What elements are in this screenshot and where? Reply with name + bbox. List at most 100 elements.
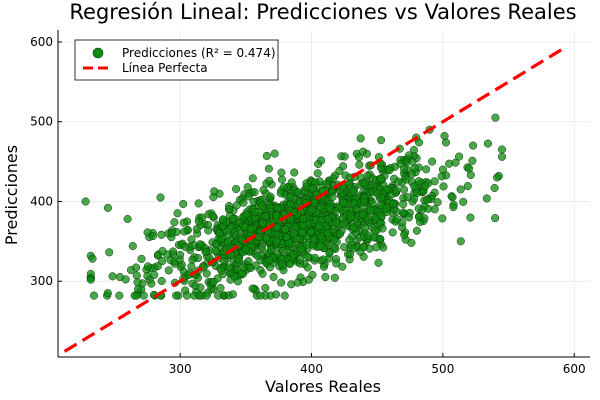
scatter-point [244,192,253,201]
scatter-point [228,290,237,299]
scatter-point [115,272,124,282]
scatter-point [382,203,391,212]
scatter-point [210,187,219,196]
scatter-point [404,213,414,222]
scatter-point [448,193,457,202]
scatter-point [204,226,213,235]
scatter-point [258,202,267,211]
scatter-point [323,229,332,238]
scatter-point [469,141,478,150]
scatter-point [360,179,369,188]
ticks: 300 400 500 600 300 400 500 600 [30,35,586,376]
scatter-point [103,203,112,212]
scatter-point [385,166,394,175]
scatter-point [81,197,90,206]
scatter-point [449,203,458,212]
scatter-point [332,218,341,227]
scatter-point [172,291,181,300]
scatter-point [167,228,176,238]
scatter-point [156,193,165,202]
scatter-point [321,272,330,282]
scatter-point [315,222,324,231]
scatter-point [277,175,287,184]
scatter-point [349,223,358,232]
scatter-point [309,236,318,245]
scatter-point [280,291,289,300]
scatter-point [402,175,411,184]
scatter-point [143,271,152,281]
scatter-point [317,156,326,165]
scatter-point [308,270,317,279]
scatter-point [216,283,225,293]
scatter-point [409,146,419,155]
scatter-point [253,251,262,261]
scatter-point [325,249,334,258]
scatter-point [133,278,142,287]
scatter-point [340,243,349,252]
scatter-point [338,198,348,207]
scatter-point [277,259,286,269]
scatter-point [331,207,340,216]
scatter-point [428,157,437,166]
scatter-point [377,136,386,145]
scatter-point [497,152,507,161]
scatter-point [299,214,308,223]
scatter-point [290,168,299,177]
scatter-point [232,184,241,194]
legend-marker-predicciones [92,47,104,59]
scatter-point [404,151,413,160]
scatter-point [244,257,253,266]
scatter-point [282,232,291,242]
scatter-point [388,199,398,208]
scatter-point [388,228,397,237]
scatter-point [355,160,364,169]
scatter-point [229,214,238,223]
scatter-point [459,197,468,206]
perfect-line-group [63,46,565,353]
scatter-point [137,254,146,263]
scatter-point [403,193,412,202]
scatter-point [195,291,204,300]
scatter-point [277,278,286,287]
scatter-point [258,269,267,278]
scatter-point [267,245,276,254]
scatter-point [105,248,114,257]
scatter-point [86,275,95,284]
scatter-point [400,164,409,173]
scatter-point [316,241,325,250]
scatter-point [412,226,421,235]
scatter-point [497,145,507,154]
scatter-point [370,226,379,235]
scatter-point [293,278,302,287]
x-tick-label: 400 [300,362,323,376]
scatter-point [456,185,465,194]
scatter-point [108,272,117,281]
scatter-point [286,193,295,202]
scatter-point [256,291,265,300]
scatter-point [103,289,112,298]
scatter-point [179,218,188,227]
scatter-point [289,229,298,238]
scatter-point [490,183,499,193]
scatter-point [335,229,345,239]
scatter-point [215,229,224,238]
scatter-point [134,285,143,294]
scatter-point [430,177,439,186]
scatter-point [303,240,312,249]
scatter-point [262,151,271,160]
scatter-point [463,182,472,191]
scatter-point [214,291,223,300]
scatter-point [246,224,255,233]
scatter-point [414,177,423,186]
scatter-point [224,263,233,272]
scatter-point [211,240,220,249]
scatter-point [294,188,303,197]
scatter-point [250,188,259,197]
y-tick-label: 600 [30,35,53,49]
scatter-point [319,262,328,271]
scatter-point [257,244,266,253]
scatter-point [187,262,196,271]
scatter-point [349,244,358,253]
scatter-point [340,152,349,161]
